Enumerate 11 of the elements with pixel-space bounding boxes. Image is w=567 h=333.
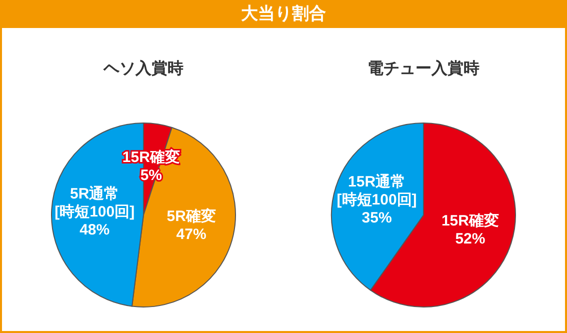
- data-label: 48%: [80, 221, 110, 238]
- text: 大当り割合: [0, 0, 567, 28]
- data-label: 35%: [362, 210, 392, 227]
- data-label: 47%: [176, 226, 206, 244]
- slice-label: 15R確変: [441, 211, 499, 230]
- slice-label: 5R確変: [166, 207, 216, 226]
- data-label: 52%: [455, 230, 486, 248]
- chart-subtitle: ヘソ入賞時: [102, 60, 184, 78]
- slice-label: 15R通常 [時短100回]: [336, 174, 417, 209]
- chart-subtitle: 電チュー入賞時: [368, 60, 480, 78]
- slice-label: 5R通常 [時短100回]: [54, 185, 135, 220]
